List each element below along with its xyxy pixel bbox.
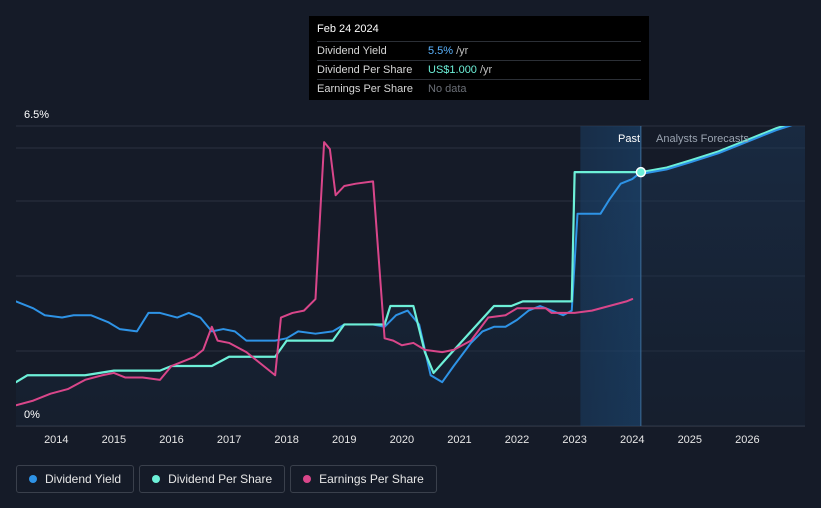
- tooltip: Feb 24 2024 Dividend Yield 5.5% /yr Divi…: [309, 16, 649, 100]
- tooltip-row-value: No data: [428, 83, 467, 95]
- tooltip-row-unit: /yr: [479, 64, 493, 76]
- x-tick-label: 2019: [332, 434, 356, 446]
- tooltip-row-dividend-per-share: Dividend Per Share US$1.000 /yr: [317, 60, 641, 79]
- tooltip-row-label: Dividend Per Share: [317, 64, 413, 76]
- x-tick-label: 2017: [217, 434, 241, 446]
- past-region-band: [580, 126, 641, 426]
- current-value-marker: [635, 166, 647, 178]
- legend-item-dividend-per-share[interactable]: Dividend Per Share: [139, 465, 286, 493]
- legend: Dividend Yield Dividend Per Share Earnin…: [16, 465, 437, 493]
- tooltip-row-dividend-yield: Dividend Yield 5.5% /yr: [317, 41, 641, 60]
- x-tick-label: 2023: [562, 434, 586, 446]
- legend-dot-icon: [152, 475, 161, 483]
- series-line-dividend-yield-forecast: [640, 126, 793, 175]
- tooltip-row-label: Dividend Yield: [317, 45, 387, 57]
- x-tick-label: 2021: [447, 434, 471, 446]
- series-line-dividend-per-share: [16, 126, 788, 384]
- legend-label: Earnings Per Share: [319, 472, 424, 486]
- x-tick-label: 2026: [735, 434, 759, 446]
- y-axis-bottom-label: 0%: [24, 409, 40, 421]
- x-tick-label: 2024: [620, 434, 644, 446]
- x-tick-label: 2014: [44, 434, 68, 446]
- legend-label: Dividend Yield: [45, 472, 122, 486]
- y-axis-top-label: 6.5%: [24, 109, 49, 121]
- legend-dot-icon: [303, 475, 312, 483]
- legend-item-earnings-per-share[interactable]: Earnings Per Share: [290, 465, 437, 493]
- legend-label: Dividend Per Share: [168, 472, 273, 486]
- tooltip-row-value: US$1.000: [428, 64, 477, 76]
- x-tick-label: 2018: [274, 434, 298, 446]
- tooltip-row-earnings-per-share: Earnings Per Share No data: [317, 79, 641, 98]
- tooltip-row-label: Earnings Per Share: [317, 83, 413, 95]
- area-fill: [16, 126, 805, 426]
- tooltip-row-value: 5.5%: [428, 45, 454, 57]
- axis-layer: 2014 2015 2016 2017 2018 2019 2020 2021 2022 2023…: [44, 434, 760, 446]
- tooltip-date: Feb 24 2024: [317, 23, 379, 35]
- x-tick-label: 2025: [678, 434, 702, 446]
- series-line-earnings-per-share: [16, 141, 634, 407]
- x-tick-label: 2022: [505, 434, 529, 446]
- series-layer: [16, 126, 793, 407]
- x-tick-label: 2020: [390, 434, 414, 446]
- legend-dot-icon: [29, 475, 37, 483]
- x-tick-label: 2015: [102, 434, 126, 446]
- past-region-label: Past: [618, 133, 640, 145]
- tooltip-row-unit: /yr: [456, 45, 469, 57]
- forecast-region-label: Analysts Forecasts: [656, 133, 749, 145]
- legend-item-dividend-yield[interactable]: Dividend Yield: [16, 465, 135, 493]
- x-tick-label: 2016: [159, 434, 183, 446]
